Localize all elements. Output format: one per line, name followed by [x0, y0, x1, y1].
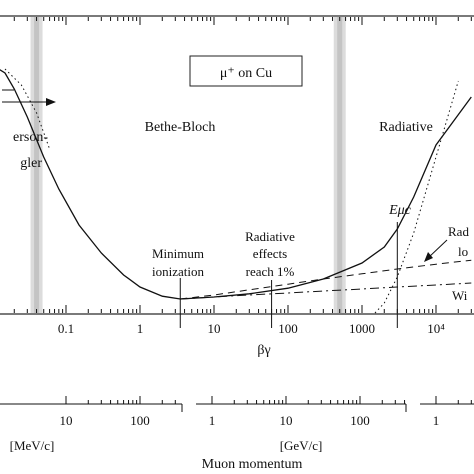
momentum-tick-label-1-1: 10: [280, 413, 293, 428]
without-partial: Wi: [452, 288, 468, 303]
rad-losses-arrow: [427, 239, 448, 259]
partial-label-2: gler: [20, 156, 42, 171]
shaded-band-core-0: [34, 17, 40, 313]
rad-losses-partial-2: lo: [458, 244, 468, 259]
curves: [0, 68, 472, 328]
bg-tick-label-0: 0.1: [58, 321, 74, 336]
radiative-effects-line1: Radiative: [245, 229, 295, 244]
rad-losses-partial-1: Rad: [448, 224, 469, 239]
rad-losses-arrowhead: [424, 252, 433, 262]
min-ionization-line1: Minimum: [152, 246, 204, 261]
curve-dashed-1: [180, 259, 472, 300]
left-arrowhead: [46, 98, 56, 106]
shaded-band-core-1: [337, 17, 343, 313]
momentum-unit-0: [MeV/c]: [10, 438, 55, 453]
momentum-axes: 10 100 [MeV/c] 1 10 100 [GeV/c] 1: [0, 396, 474, 453]
box-label: μ⁺ on Cu: [220, 66, 272, 81]
radiative-effects-line3: reach 1%: [246, 264, 295, 279]
bg-tick-label-2: 10: [208, 321, 221, 336]
curve-solid-0: [0, 69, 472, 300]
momentum-tick-label-1-2: 100: [350, 413, 370, 428]
beta-gamma-axis: 0.1 1 10 100 1000 10⁴: [13, 17, 472, 336]
bg-tick-label-3: 100: [278, 321, 298, 336]
curve-dashdot-2: [180, 282, 472, 300]
region-label-radiative: Radiative: [379, 120, 433, 135]
momentum-tick-label-0-1: 100: [130, 413, 150, 428]
min-ionization-line2: ionization: [152, 264, 204, 279]
bg-tick-label-5: 10⁴: [427, 321, 445, 336]
momentum-title: Muon momentum: [202, 457, 303, 472]
radiative-effects-line2: effects: [253, 246, 287, 261]
x-axis-label: βγ: [257, 343, 270, 358]
bg-tick-label-4: 1000: [349, 321, 375, 336]
partial-label-1: erson-: [13, 130, 48, 145]
momentum-unit-1: [GeV/c]: [280, 438, 323, 453]
momentum-tick-label-1-0: 1: [209, 413, 216, 428]
momentum-tick-label-0-0: 10: [60, 413, 73, 428]
bg-tick-label-1: 1: [137, 321, 144, 336]
box-label-frame: [189, 55, 303, 87]
region-shading: [30, 17, 346, 313]
e-muc-label: Eμc: [388, 203, 412, 218]
momentum-tick-label-2-0: 1: [433, 413, 440, 428]
plot-frame: [0, 15, 474, 315]
curve-dotted-3: [374, 80, 459, 314]
region-label-bethe-bloch: Bethe-Bloch: [145, 120, 216, 135]
